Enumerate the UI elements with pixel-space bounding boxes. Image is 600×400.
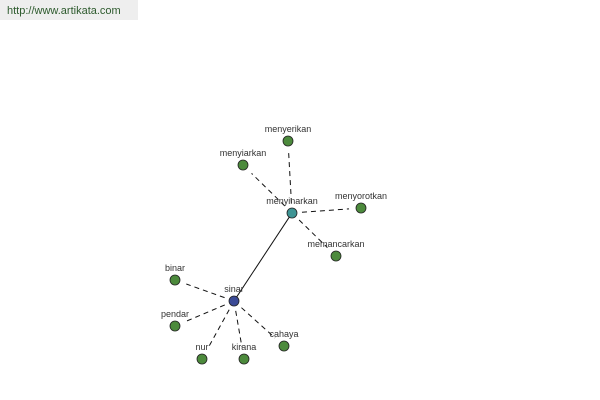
node-menyinarkan[interactable] <box>286 207 298 219</box>
node-pendar[interactable] <box>169 320 181 332</box>
edge-sinar-cahaya <box>241 307 276 339</box>
node-label-binar: binar <box>165 263 185 273</box>
node-nur[interactable] <box>196 353 208 365</box>
node-sinar[interactable] <box>228 295 240 307</box>
node-label-memancarkan: memancarkan <box>307 239 364 249</box>
node-binar[interactable] <box>169 274 181 286</box>
node-cahaya[interactable] <box>278 340 290 352</box>
edge-menyinarkan-menyorotkan <box>301 208 350 213</box>
node-label-menyinarkan: menyinarkan <box>266 196 318 206</box>
node-menyorotkan[interactable] <box>355 202 367 214</box>
node-label-menyiarkan: menyiarkan <box>220 148 267 158</box>
edge-menyinarkan-memancarkan <box>298 219 328 248</box>
node-label-kirana: kirana <box>232 342 257 352</box>
node-label-nur: nur <box>195 342 208 352</box>
edge-sinar-nur <box>207 309 230 349</box>
node-menyiarkan[interactable] <box>237 159 249 171</box>
edge-menyinarkan-menyiarkan <box>251 173 286 207</box>
node-label-sinar: sinar <box>224 284 244 294</box>
node-kirana[interactable] <box>238 353 250 365</box>
edge-sinar-kirana <box>235 310 243 348</box>
node-label-menyorotkan: menyorotkan <box>335 191 387 201</box>
edge-sinar-pendar <box>185 304 225 322</box>
node-label-cahaya: cahaya <box>269 329 298 339</box>
edge-sinar-binar <box>186 283 225 299</box>
edge-sinar-menyinarkan <box>236 216 290 298</box>
artikata-link[interactable]: http://www.artikata.com <box>0 0 138 20</box>
node-label-pendar: pendar <box>161 309 189 319</box>
node-label-menyerikan: menyerikan <box>265 124 312 134</box>
node-memancarkan[interactable] <box>330 250 342 262</box>
node-menyerikan[interactable] <box>282 135 294 147</box>
